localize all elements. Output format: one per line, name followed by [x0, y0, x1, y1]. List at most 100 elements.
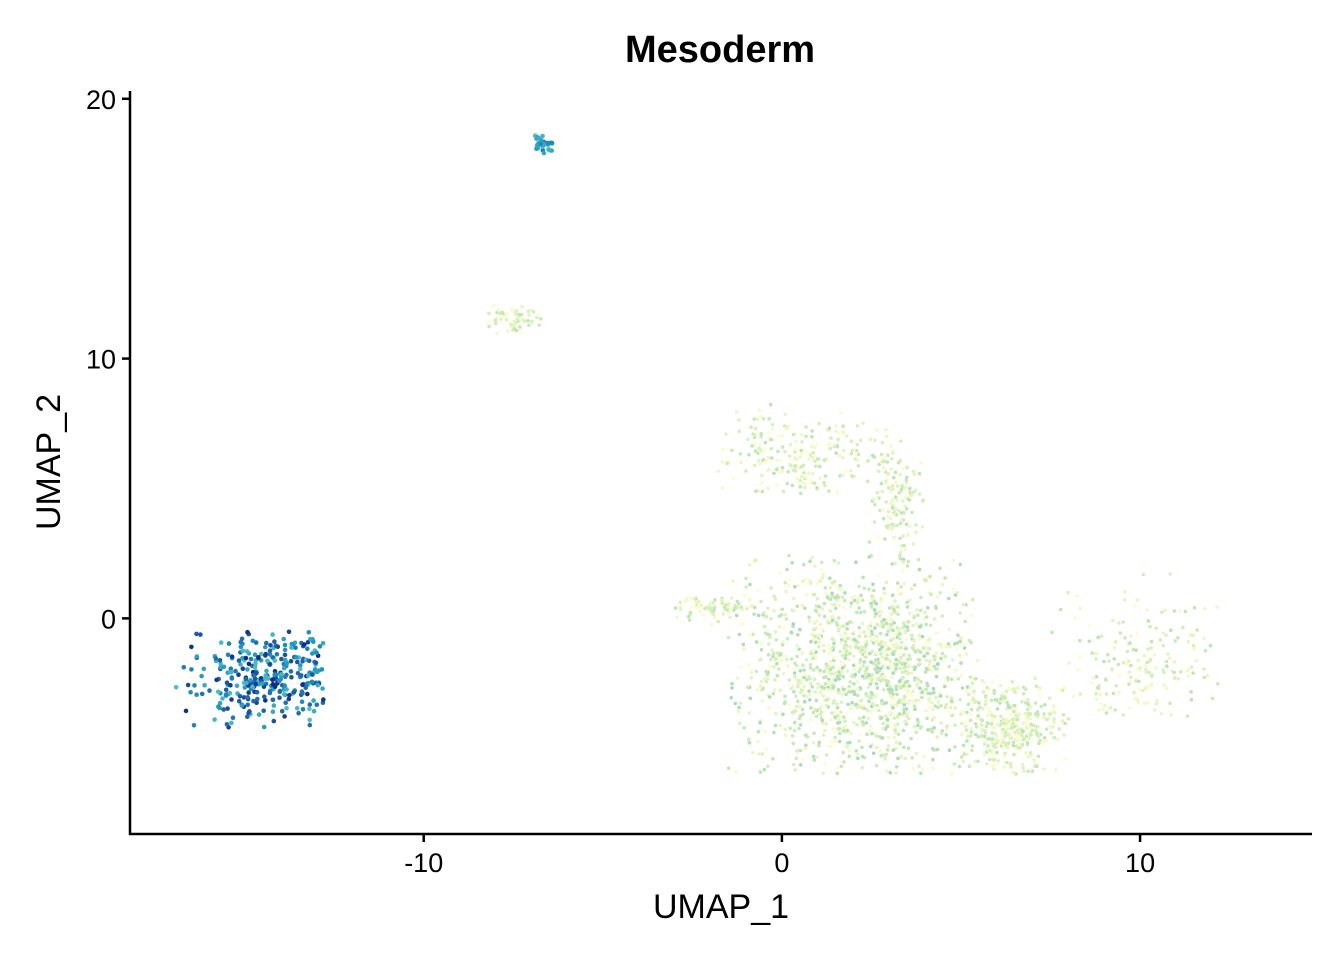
cell-point [794, 756, 799, 761]
cell-point [840, 595, 844, 599]
cell-point [868, 682, 873, 686]
cell-point [765, 677, 770, 681]
cell-point [847, 749, 852, 753]
cell-point [904, 480, 909, 485]
cell-point [889, 675, 894, 679]
cell-point [760, 752, 765, 756]
cell-point [911, 699, 916, 704]
cell-point [897, 651, 902, 656]
cell-point [1136, 658, 1141, 663]
cell-point [898, 473, 902, 477]
cell-point [939, 721, 944, 725]
cell-point [856, 597, 860, 602]
cell-point [768, 664, 772, 668]
cell-point [873, 502, 877, 507]
cell-point [932, 726, 936, 730]
cell-point [1025, 734, 1029, 738]
cell-point [877, 496, 881, 500]
cell-point [905, 691, 909, 696]
cell-point [762, 767, 767, 772]
cell-point [493, 321, 498, 326]
cell-point [763, 729, 767, 734]
cell-point [751, 632, 755, 637]
cell-point [1042, 715, 1046, 720]
cell-point [832, 698, 836, 703]
cell-point [539, 317, 543, 321]
cell-point [903, 485, 907, 490]
cell-point [906, 619, 910, 624]
cell-point [867, 555, 871, 559]
cell-point [1036, 724, 1041, 729]
cell-point [833, 678, 838, 683]
cell-point [866, 459, 870, 463]
cell-point [895, 484, 900, 488]
cell-point [829, 436, 833, 440]
cell-point [817, 604, 821, 609]
cell-point [1145, 608, 1149, 612]
cell-point [527, 313, 531, 317]
y-tick-label: 10 [86, 345, 116, 375]
cell-point [1194, 658, 1199, 663]
cell-point [861, 723, 866, 727]
cell-point [729, 695, 733, 700]
cell-point [1011, 770, 1015, 775]
cell-point [1134, 648, 1138, 652]
cell-point [807, 615, 811, 620]
cell-point [828, 667, 833, 672]
cell-point [924, 622, 928, 627]
cell-point [791, 684, 795, 689]
cell-point [809, 649, 813, 654]
cell-point [919, 460, 924, 465]
cell-point [1001, 727, 1005, 732]
cell-point [687, 618, 692, 622]
cell-point [775, 482, 779, 487]
cell-point [993, 698, 998, 702]
cell-point [843, 643, 847, 647]
cell-point [902, 707, 906, 711]
cell-point [939, 704, 943, 708]
cell-point [869, 695, 873, 700]
cell-point [821, 643, 826, 648]
cell-point [761, 686, 766, 691]
cell-point [256, 712, 262, 717]
cell-point [282, 647, 288, 653]
cell-point [817, 464, 822, 469]
cell-point [881, 727, 885, 731]
cell-point [495, 331, 499, 336]
cell-point [272, 639, 277, 644]
cell-point [933, 704, 937, 708]
cell-point [246, 690, 251, 695]
cell-point [891, 692, 895, 696]
cell-point [912, 639, 916, 644]
cell-point [983, 702, 988, 707]
cell-point [826, 664, 831, 669]
cell-point [191, 723, 197, 728]
cell-point [793, 464, 797, 468]
cell-point [892, 608, 896, 612]
cell-point [853, 594, 857, 599]
cell-point [839, 659, 843, 664]
cell-point [771, 692, 776, 696]
cell-point [758, 448, 763, 452]
cell-point [746, 437, 750, 442]
cell-point [914, 523, 918, 527]
cell-point [1015, 686, 1020, 690]
cell-point [824, 687, 829, 692]
cell-point [894, 480, 898, 485]
cell-point [807, 689, 811, 693]
cell-point [899, 754, 903, 759]
cell-point [951, 558, 956, 563]
cell-point [866, 709, 871, 713]
cell-point [808, 681, 813, 686]
cell-point [1184, 667, 1189, 671]
cell-point [815, 581, 820, 586]
cell-point [931, 748, 936, 752]
cell-point [833, 715, 837, 719]
cell-point [844, 434, 849, 438]
cell-point [844, 692, 848, 697]
cell-point [846, 636, 850, 641]
cell-point [843, 656, 848, 660]
cell-point [771, 757, 775, 761]
cell-point [887, 606, 892, 610]
cell-point [776, 435, 781, 439]
